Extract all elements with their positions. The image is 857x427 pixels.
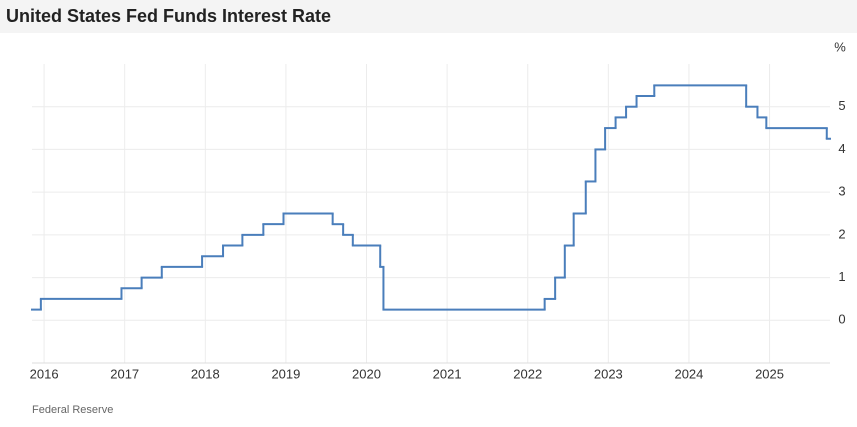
x-tick-label: 2017 (110, 366, 139, 381)
x-tick-label: 2021 (433, 366, 462, 381)
y-tick-label: 1 (838, 269, 845, 284)
x-tick-label: 2025 (755, 366, 784, 381)
title-band (0, 0, 857, 33)
chart-title: United States Fed Funds Interest Rate (6, 6, 331, 26)
y-tick-label: 0 (838, 312, 845, 327)
source: Federal Reserve (32, 404, 113, 416)
x-tick-label: 2019 (271, 366, 300, 381)
x-tick-label: 2016 (30, 366, 59, 381)
y-tick-label: 5 (838, 98, 845, 113)
y-tick-label: 2 (838, 226, 845, 241)
x-tick-label: 2023 (594, 366, 623, 381)
x-tick-label: 2018 (191, 366, 220, 381)
x-tick-label: 2020 (352, 366, 381, 381)
y-tick-label: 4 (838, 141, 845, 156)
y-tick-label: 3 (838, 184, 845, 199)
y-unit: % (834, 39, 846, 54)
x-tick-label: 2024 (674, 366, 703, 381)
x-tick-label: 2022 (513, 366, 542, 381)
